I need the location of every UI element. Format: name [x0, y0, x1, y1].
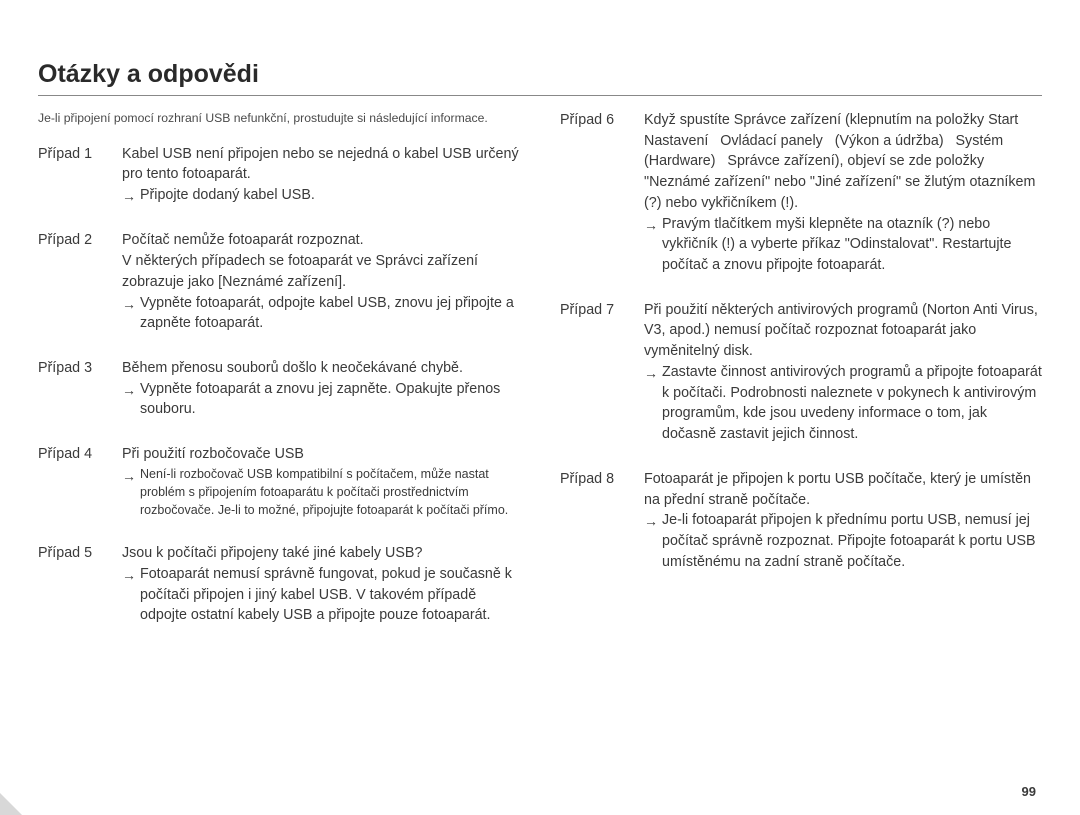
case-solution: →Je-li fotoaparát připojen k přednímu po… [644, 510, 1042, 572]
left-cases-container: Případ 1Kabel USB není připojen nebo se … [38, 144, 520, 626]
arrow-icon: → [644, 215, 658, 235]
case-body: Fotoaparát je připojen k portu USB počít… [644, 469, 1042, 573]
case-body: Kabel USB není připojen nebo se nejedná … [122, 144, 520, 207]
case-label: Případ 2 [38, 230, 122, 334]
case-block: Případ 7Při použití některých antivirový… [560, 300, 1042, 445]
case-description: Během přenosu souborů došlo k neočekávan… [122, 358, 520, 379]
right-column: Případ 6Když spustíte Správce zařízení (… [560, 110, 1042, 650]
case-body: Počítač nemůže fotoaparát rozpoznat. V n… [122, 230, 520, 334]
page-title: Otázky a odpovědi [38, 60, 1042, 89]
case-solution-text: Vypněte fotoaparát, odpojte kabel USB, z… [140, 293, 520, 334]
right-cases-container: Případ 6Když spustíte Správce zařízení (… [560, 110, 1042, 572]
left-column: Je-li připojení pomocí rozhraní USB nefu… [38, 110, 520, 650]
page-number: 99 [1022, 784, 1036, 799]
case-label: Případ 4 [38, 444, 122, 519]
case-solution-text: Zastavte činnost antivirových programů a… [662, 362, 1042, 445]
case-body: Během přenosu souborů došlo k neočekávan… [122, 358, 520, 420]
case-block: Případ 1Kabel USB není připojen nebo se … [38, 144, 520, 207]
arrow-icon: → [644, 511, 658, 531]
case-block: Případ 2Počítač nemůže fotoaparát rozpoz… [38, 230, 520, 334]
case-description: Počítač nemůže fotoaparát rozpoznat. V n… [122, 230, 520, 292]
arrow-icon: → [122, 186, 136, 206]
case-solution-text: Pravým tlačítkem myši klepněte na otazní… [662, 214, 1042, 276]
case-block: Případ 3Během přenosu souborů došlo k ne… [38, 358, 520, 420]
page-corner-triangle [0, 793, 22, 815]
case-description: Kabel USB není připojen nebo se nejedná … [122, 144, 520, 185]
case-solution: →Fotoaparát nemusí správně fungovat, pok… [122, 564, 520, 626]
case-body: Když spustíte Správce zařízení (klepnutí… [644, 110, 1042, 276]
case-label: Případ 3 [38, 358, 122, 420]
case-label: Případ 8 [560, 469, 644, 573]
case-solution: →Není-li rozbočovač USB kompatibilní s p… [122, 465, 520, 519]
case-block: Případ 5Jsou k počítači připojeny také j… [38, 543, 520, 626]
case-solution-text: Fotoaparát nemusí správně fungovat, poku… [140, 564, 520, 626]
case-label: Případ 6 [560, 110, 644, 276]
case-body: Při použití některých antivirových progr… [644, 300, 1042, 445]
case-block: Případ 4Při použití rozbočovače USB→Není… [38, 444, 520, 519]
case-solution: →Vypněte fotoaparát, odpojte kabel USB, … [122, 293, 520, 334]
case-solution: →Pravým tlačítkem myši klepněte na otazn… [644, 214, 1042, 276]
case-solution: →Připojte dodaný kabel USB. [122, 185, 520, 206]
case-description: Při použití některých antivirových progr… [644, 300, 1042, 362]
arrow-icon: → [644, 363, 658, 383]
title-divider [38, 95, 1042, 96]
case-label: Případ 1 [38, 144, 122, 207]
arrow-icon: → [122, 380, 136, 400]
case-label: Případ 5 [38, 543, 122, 626]
case-description: Jsou k počítači připojeny také jiné kabe… [122, 543, 520, 564]
case-description: Fotoaparát je připojen k portu USB počít… [644, 469, 1042, 510]
case-solution-text: Připojte dodaný kabel USB. [140, 185, 315, 206]
case-label: Případ 7 [560, 300, 644, 445]
case-solution-text: Je-li fotoaparát připojen k přednímu por… [662, 510, 1042, 572]
arrow-icon: → [122, 294, 136, 314]
case-block: Případ 8Fotoaparát je připojen k portu U… [560, 469, 1042, 573]
case-body: Při použití rozbočovače USB→Není-li rozb… [122, 444, 520, 519]
case-body: Jsou k počítači připojeny také jiné kabe… [122, 543, 520, 626]
arrow-icon: → [122, 466, 136, 486]
content-columns: Je-li připojení pomocí rozhraní USB nefu… [38, 110, 1042, 650]
case-solution: →Zastavte činnost antivirových programů … [644, 362, 1042, 445]
case-solution-text: Vypněte fotoaparát a znovu jej zapněte. … [140, 379, 520, 420]
case-block: Případ 6Když spustíte Správce zařízení (… [560, 110, 1042, 276]
case-description: Když spustíte Správce zařízení (klepnutí… [644, 110, 1042, 214]
arrow-icon: → [122, 565, 136, 585]
case-description: Při použití rozbočovače USB [122, 444, 520, 465]
case-solution-text: Není-li rozbočovač USB kompatibilní s po… [140, 465, 520, 519]
intro-text: Je-li připojení pomocí rozhraní USB nefu… [38, 110, 520, 128]
case-solution: →Vypněte fotoaparát a znovu jej zapněte.… [122, 379, 520, 420]
